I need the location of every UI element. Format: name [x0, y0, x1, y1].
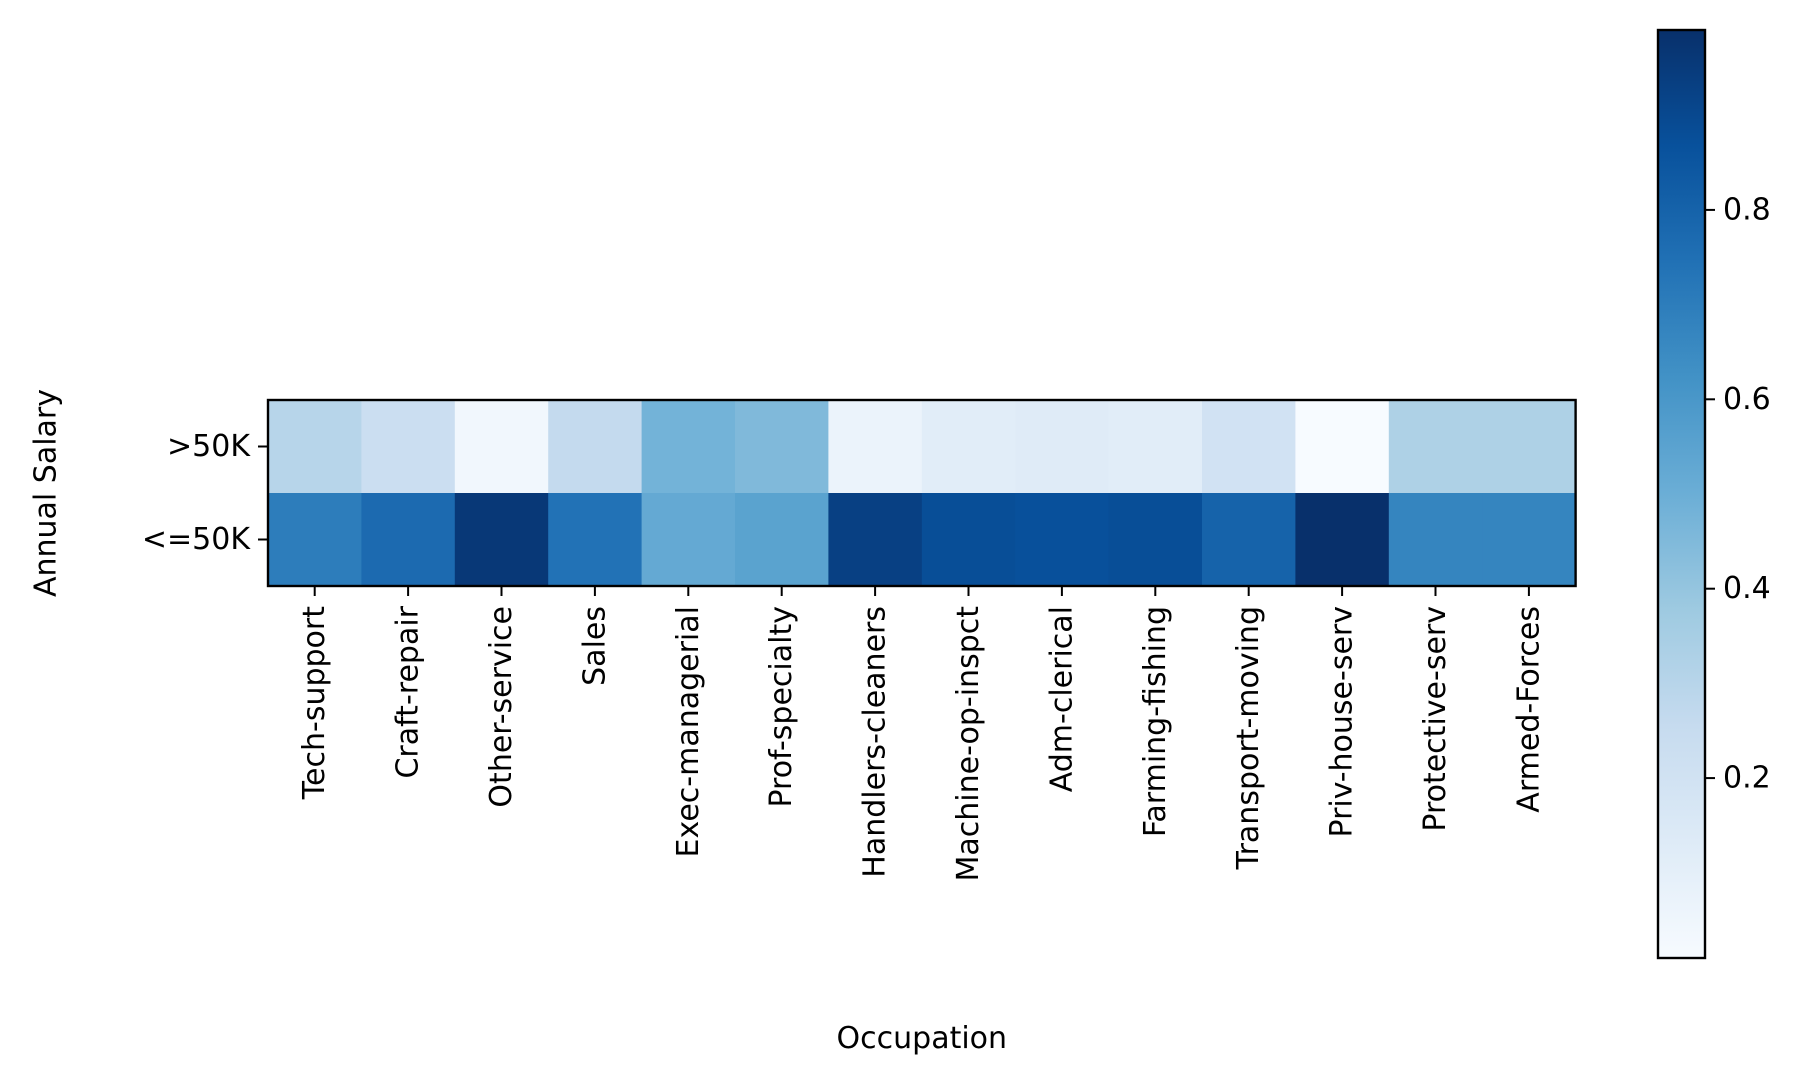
x-tick-label: Craft-repair	[391, 605, 426, 778]
colorbar-tick-label: 0.4	[1723, 571, 1771, 606]
heatmap-cell	[454, 493, 549, 587]
heatmap-cell	[641, 493, 736, 587]
y-tick-label: >50K	[167, 429, 251, 464]
heatmap-cell	[828, 493, 923, 587]
heatmap-cell	[548, 493, 643, 587]
x-tick-label: Armed-Forces	[1511, 606, 1546, 813]
heatmap-cell	[1295, 493, 1390, 587]
plot-frame	[266, 398, 1577, 588]
colorbar-ticks: 0.2 0.4 0.6 0.8	[1705, 192, 1771, 796]
heatmap-cell	[361, 400, 456, 494]
x-tick-label: Machine-op-inspct	[951, 606, 986, 882]
heatmap-cell	[828, 400, 923, 494]
heatmap-cell	[735, 493, 829, 587]
x-tick-label: Other-service	[484, 606, 519, 808]
heatmap-cell	[921, 493, 1016, 587]
x-tick-label: Prof-specialty	[764, 606, 799, 808]
x-tick-label: Tech-support	[297, 606, 332, 800]
heatmap-cell	[1202, 493, 1296, 587]
colorbar-tick-label: 0.6	[1723, 382, 1771, 417]
heatmap-cell	[268, 400, 362, 494]
heatmap-cell	[921, 400, 1016, 494]
x-tick-label: Adm-clerical	[1044, 606, 1079, 792]
heatmap-cell	[268, 493, 362, 587]
heatmap-cell	[1388, 493, 1483, 587]
x-tick-label: Farming-fishing	[1138, 606, 1173, 837]
x-axis-ticks: Tech-support Craft-repair Other-service Sal…	[297, 586, 1546, 881]
y-axis-label: Annual Salary	[29, 389, 64, 597]
colorbar-tick-label: 0.2	[1723, 761, 1771, 796]
x-tick-label: Exec-managerial	[671, 606, 706, 857]
heatmap-cells	[268, 400, 1577, 587]
heatmap-cell	[1015, 400, 1110, 494]
y-axis-ticks: >50K <=50K	[142, 429, 268, 557]
y-tick-label: <=50K	[142, 522, 251, 557]
heatmap-cell	[1482, 493, 1577, 587]
heatmap-cell	[1482, 400, 1577, 494]
x-tick-label: Handlers-cleaners	[858, 606, 893, 878]
heatmap-cell	[454, 400, 549, 494]
heatmap-cell	[1388, 400, 1483, 494]
colorbar	[1658, 30, 1705, 958]
x-tick-label: Priv-house-serv	[1325, 606, 1360, 837]
colorbar-frame	[1656, 28, 1707, 960]
x-tick-label: Transport-moving	[1231, 606, 1266, 870]
heatmap-cell	[1202, 400, 1296, 494]
heatmap-cell	[641, 400, 736, 494]
heatmap-cell	[1295, 400, 1390, 494]
heatmap-cell	[361, 493, 456, 587]
x-tick-label: Sales	[577, 606, 612, 686]
x-tick-label: Protective-serv	[1418, 606, 1453, 832]
heatmap-cell	[548, 400, 643, 494]
heatmap-cell	[735, 400, 829, 494]
heatmap-cell	[1108, 400, 1203, 494]
heatmap-cell	[1015, 493, 1110, 587]
x-axis-label: Occupation	[837, 1021, 1008, 1056]
colorbar-tick-label: 0.8	[1723, 192, 1771, 227]
heatmap-cell	[1108, 493, 1203, 587]
